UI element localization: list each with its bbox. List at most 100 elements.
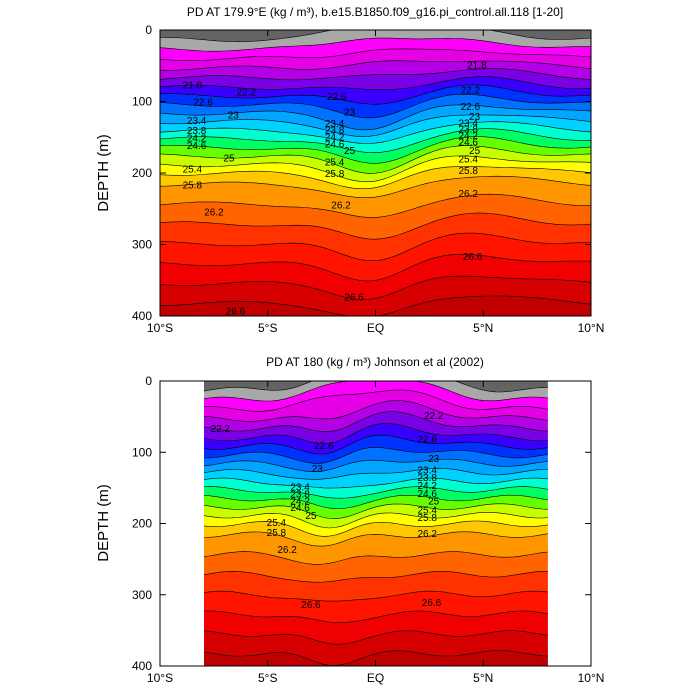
y-tick-label: 400 xyxy=(132,659,152,673)
panel-top-title: PD AT 179.9°E (kg / m³), b.e15.B1850.f09… xyxy=(187,5,563,19)
contour-line xyxy=(160,37,591,52)
contour-band xyxy=(160,176,591,218)
contour-band xyxy=(160,233,591,281)
panel-bottom-y-axis-label: DEPTH (m) xyxy=(95,484,112,562)
contour-label: 24.6 xyxy=(290,503,310,514)
contour-band xyxy=(160,38,591,61)
contour-label: 23.4 xyxy=(187,116,207,127)
contour-label: 24.2 xyxy=(417,481,437,492)
contour-band xyxy=(204,411,548,444)
contour-band xyxy=(160,254,591,300)
y-tick-label: 400 xyxy=(132,309,152,323)
contour-line xyxy=(204,447,548,464)
contour-line xyxy=(204,630,548,645)
y-tick-label: 200 xyxy=(132,166,152,180)
contour-band xyxy=(204,503,548,528)
y-tick-label: 200 xyxy=(132,517,152,531)
contour-band xyxy=(160,194,591,240)
contour-line xyxy=(204,411,548,432)
contour-label: 26.6 xyxy=(226,306,246,317)
contour-line xyxy=(204,531,548,547)
contour-label: 23.8 xyxy=(417,473,437,484)
contour-band xyxy=(204,512,548,537)
panel-bottom-contour-labels: 22.222.222.622.6232323.423.423.823.824.2… xyxy=(211,411,444,611)
contour-band xyxy=(160,166,591,198)
y-tick-label: 0 xyxy=(145,374,152,388)
x-tick-label: 5°S xyxy=(258,321,277,335)
contour-line xyxy=(204,477,548,489)
contour-label: 24.2 xyxy=(187,133,207,144)
x-tick-label: 5°N xyxy=(473,321,493,335)
contour-line xyxy=(204,610,548,623)
contour-line xyxy=(160,76,591,91)
contour-line xyxy=(160,232,591,262)
contour-label: 23 xyxy=(344,108,356,119)
contour-label: 22.2 xyxy=(424,411,444,422)
panel-bottom-contour-fill xyxy=(204,381,548,666)
contour-line xyxy=(160,193,591,218)
panel-top-y-axis-label: DEPTH (m) xyxy=(95,134,112,212)
contour-label: 25.4 xyxy=(267,518,287,529)
contour-label: 22.6 xyxy=(327,92,347,103)
contour-label: 22.6 xyxy=(417,435,437,446)
x-tick-label: 10°N xyxy=(578,321,605,335)
contour-line xyxy=(160,84,591,105)
contour-line xyxy=(204,389,548,412)
contour-label: 26.6 xyxy=(301,600,321,611)
panel-top: PD AT 179.9°E (kg / m³), b.e15.B1850.f09… xyxy=(95,5,604,335)
contour-line xyxy=(204,434,548,455)
contour-label: 25.8 xyxy=(267,528,287,539)
contour-line xyxy=(204,381,548,393)
contour-band xyxy=(204,390,548,422)
contour-band xyxy=(160,94,591,130)
contour-line xyxy=(160,155,591,183)
contour-label: 24.6 xyxy=(325,140,345,151)
contour-band xyxy=(204,381,548,412)
contour-band xyxy=(160,136,591,174)
contour-label: 26.6 xyxy=(422,598,442,609)
contour-label: 24.2 xyxy=(458,131,478,142)
contour-label: 26.2 xyxy=(417,529,437,540)
contour-label: 26.6 xyxy=(344,293,364,304)
contour-label: 26.2 xyxy=(331,201,351,212)
contour-band xyxy=(204,468,548,489)
contour-line xyxy=(204,423,548,445)
contour-line xyxy=(204,494,548,510)
contour-band xyxy=(204,381,548,401)
contour-band xyxy=(204,400,548,432)
contour-label: 24.6 xyxy=(458,138,478,149)
contour-line xyxy=(204,512,548,529)
x-tick-label: 10°S xyxy=(147,321,173,335)
x-tick-label: 5°N xyxy=(473,671,493,685)
contour-label: 25 xyxy=(428,497,440,508)
contour-label: 23 xyxy=(312,464,324,475)
contour-band xyxy=(160,276,591,316)
contour-line xyxy=(160,48,591,62)
contour-label: 25.4 xyxy=(325,158,345,169)
contour-label: 23.4 xyxy=(417,465,437,476)
contour-label: 25 xyxy=(305,511,317,522)
contour-label: 24.2 xyxy=(290,497,310,508)
contour-band xyxy=(204,459,548,480)
contour-band xyxy=(204,571,548,602)
contour-line xyxy=(204,520,548,537)
contour-band xyxy=(160,155,591,189)
contour-band xyxy=(160,213,591,261)
contour-line xyxy=(160,30,591,43)
contour-band xyxy=(204,630,548,666)
contour-label: 25.8 xyxy=(325,169,345,180)
contour-line xyxy=(160,128,591,154)
contour-label: 25.4 xyxy=(417,505,437,516)
contour-band xyxy=(160,68,591,90)
panel-bottom-title: PD AT 180 (kg / m³) Johnson et al (2002) xyxy=(266,355,484,369)
contour-band xyxy=(160,128,591,164)
y-tick-label: 100 xyxy=(132,95,152,109)
contour-label: 25.8 xyxy=(183,181,203,192)
contour-line xyxy=(160,68,591,81)
contour-line xyxy=(204,650,548,666)
contour-line xyxy=(160,121,591,144)
contour-line xyxy=(160,253,591,282)
contour-label: 26.2 xyxy=(204,208,224,219)
contour-band xyxy=(204,435,548,464)
